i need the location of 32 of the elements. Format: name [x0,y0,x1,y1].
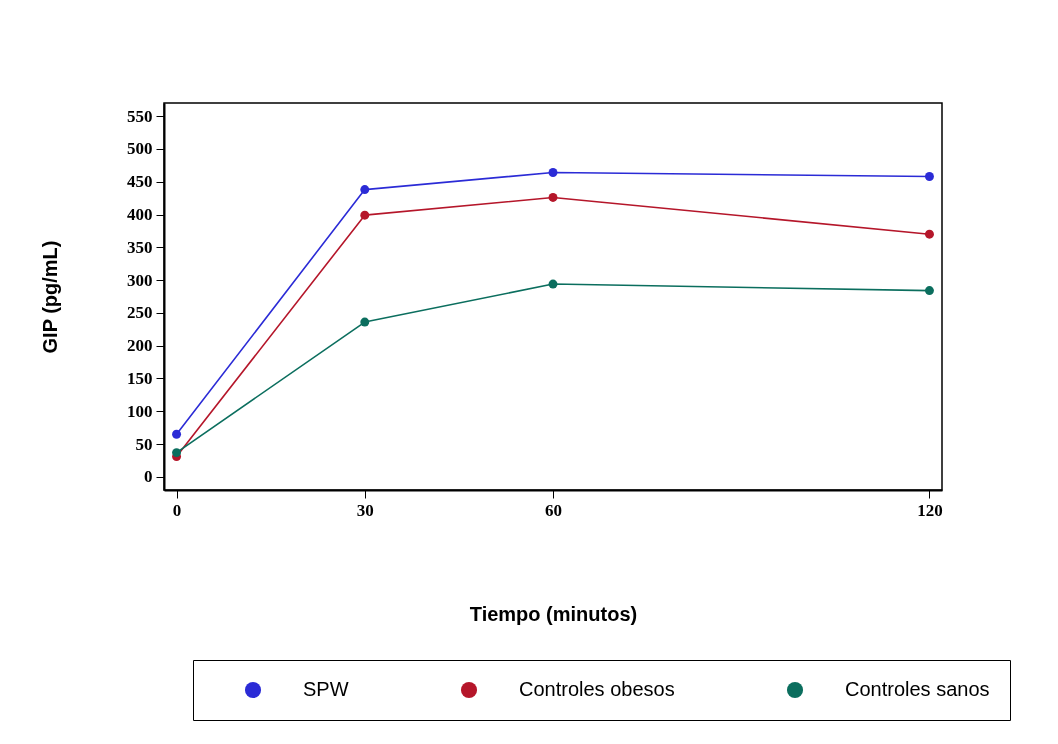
y-tick-label: 350 [127,237,153,257]
x-axis-title: Tiempo (minutos) [469,602,638,625]
y-tick-label: 400 [127,205,153,225]
legend-label: Controles sanos [845,678,990,700]
y-tick-label: 500 [127,139,153,159]
point [360,210,370,220]
point [548,192,558,202]
y-tick-label: 450 [127,172,153,192]
y-tick-label: 100 [127,401,153,421]
y-tick-label: 50 [135,434,153,454]
legend-label: SPW [303,678,349,700]
legend-label: Controles obesos [519,678,675,700]
y-tick-label: 300 [127,270,153,290]
y-tick-label: 550 [127,106,153,126]
y-tick-label: 0 [144,467,153,487]
point [548,279,558,289]
x-tick-label: 30 [356,500,374,520]
y-tick-label: 200 [127,336,153,356]
point [548,168,558,177]
point [924,172,934,181]
x-tick-label: 120 [917,500,943,520]
point [924,229,934,239]
point [924,286,934,296]
point [360,317,370,327]
point [172,429,182,439]
y-tick-label: 250 [127,303,153,323]
point [172,448,182,458]
y-axis-title: GIP (pg/mL) [39,240,61,354]
point [360,185,370,195]
x-tick-label: 0 [172,500,182,520]
y-tick-label: 150 [127,368,153,388]
x-tick-label: 60 [545,500,562,520]
